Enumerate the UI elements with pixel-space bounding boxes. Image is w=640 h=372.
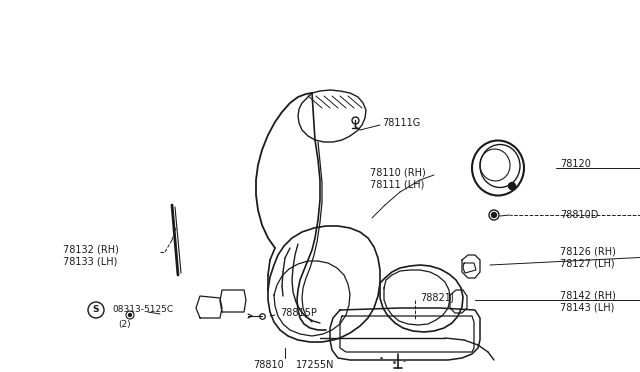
Text: 78821J: 78821J <box>420 293 454 303</box>
Text: 78143 (LH): 78143 (LH) <box>560 302 614 312</box>
Text: S: S <box>93 305 99 314</box>
Text: 78810D: 78810D <box>560 210 598 220</box>
Text: 08313-5125C: 08313-5125C <box>112 305 173 314</box>
Text: 78120: 78120 <box>560 159 591 169</box>
Circle shape <box>492 212 497 218</box>
Text: 78111 (LH): 78111 (LH) <box>370 179 424 189</box>
Text: 17255N: 17255N <box>296 360 335 370</box>
Text: 78133 (LH): 78133 (LH) <box>63 257 117 267</box>
Circle shape <box>509 183 515 189</box>
Text: (2): (2) <box>118 321 131 330</box>
Text: 78810: 78810 <box>253 360 284 370</box>
Text: 78132 (RH): 78132 (RH) <box>63 245 119 255</box>
Text: 78126 (RH): 78126 (RH) <box>560 247 616 257</box>
Text: 78110 (RH): 78110 (RH) <box>370 167 426 177</box>
Text: 78142 (RH): 78142 (RH) <box>560 290 616 300</box>
Text: 78111G: 78111G <box>382 118 420 128</box>
Text: 78815P: 78815P <box>280 308 317 318</box>
Circle shape <box>129 314 131 317</box>
Text: 78127 (LH): 78127 (LH) <box>560 259 614 269</box>
